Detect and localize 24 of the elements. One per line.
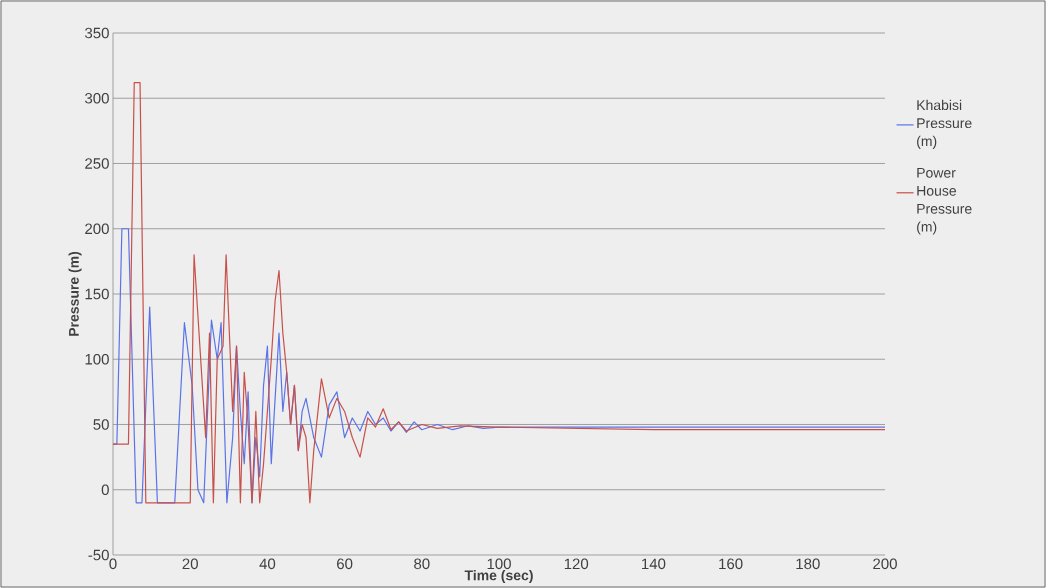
x-tick-label: 180 bbox=[796, 558, 820, 570]
y-tick-label: 100 bbox=[85, 353, 109, 365]
legend-label: Khabisi Pressure (m) bbox=[917, 99, 972, 149]
x-tick-label: 20 bbox=[182, 558, 198, 570]
x-tick-label: 160 bbox=[719, 558, 743, 570]
x-tick-label: 80 bbox=[414, 558, 430, 570]
y-tick-label: 200 bbox=[85, 223, 109, 235]
y-tick-label: 50 bbox=[93, 419, 109, 430]
y-axis-title: Pressure (m) bbox=[68, 251, 82, 336]
x-tick-label: 40 bbox=[259, 558, 276, 570]
y-tick-label: 0 bbox=[101, 484, 109, 496]
y-tick-label: 250 bbox=[85, 158, 109, 169]
legend-label: Power House Pressure (m) bbox=[917, 167, 972, 235]
y-tick-label: 150 bbox=[85, 288, 109, 300]
y-tick-label: 300 bbox=[85, 92, 109, 104]
x-tick-label: 60 bbox=[337, 558, 353, 570]
y-tick-label: -50 bbox=[88, 549, 109, 561]
x-tick-label: 0 bbox=[109, 558, 117, 570]
x-axis-title: Time (sec) bbox=[464, 570, 533, 584]
x-tick-label: 140 bbox=[642, 558, 666, 570]
x-tick-label: 200 bbox=[873, 558, 897, 570]
y-tick-label: 350 bbox=[85, 27, 109, 39]
x-tick-label: 100 bbox=[487, 558, 511, 570]
x-tick-label: 120 bbox=[564, 558, 589, 570]
